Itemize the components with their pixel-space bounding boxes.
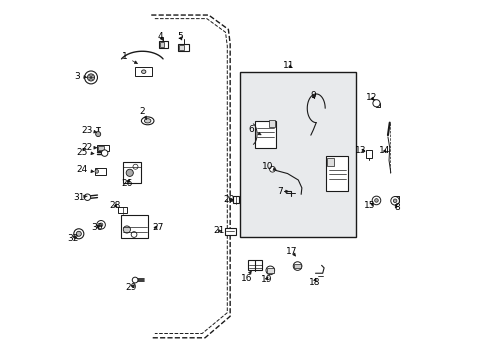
Text: 11: 11 — [282, 61, 293, 70]
Circle shape — [76, 231, 81, 236]
Bar — [160, 42, 163, 47]
Circle shape — [97, 221, 105, 229]
Text: 25: 25 — [77, 148, 94, 157]
Text: 27: 27 — [152, 223, 163, 232]
Circle shape — [133, 164, 138, 169]
Text: 2: 2 — [139, 107, 146, 119]
Circle shape — [392, 199, 396, 203]
Ellipse shape — [144, 119, 151, 123]
Ellipse shape — [142, 70, 145, 73]
Text: 24: 24 — [77, 166, 94, 175]
Bar — [240, 72, 355, 237]
Circle shape — [390, 197, 399, 205]
Bar — [266, 267, 273, 273]
Bar — [118, 207, 127, 213]
Circle shape — [265, 266, 274, 275]
Text: 14: 14 — [378, 146, 389, 155]
Text: 1: 1 — [121, 52, 137, 63]
Circle shape — [87, 74, 94, 81]
Circle shape — [123, 226, 130, 233]
Bar — [326, 158, 333, 166]
Circle shape — [371, 196, 380, 205]
Text: 17: 17 — [286, 247, 297, 256]
Circle shape — [131, 231, 137, 237]
Circle shape — [95, 170, 99, 173]
Bar — [135, 67, 152, 76]
Text: 20: 20 — [224, 195, 235, 204]
Circle shape — [96, 132, 101, 136]
Bar — [121, 215, 147, 238]
Bar — [97, 145, 109, 150]
Bar — [224, 228, 235, 234]
Bar — [178, 44, 188, 51]
Circle shape — [293, 262, 301, 270]
Text: 18: 18 — [308, 278, 320, 287]
Text: 3: 3 — [74, 72, 86, 81]
Text: 6: 6 — [248, 125, 261, 135]
Bar — [98, 146, 104, 149]
Text: 13: 13 — [355, 146, 366, 155]
Text: 8: 8 — [393, 203, 399, 212]
Circle shape — [74, 229, 83, 239]
Circle shape — [84, 194, 90, 201]
Text: 10: 10 — [262, 162, 276, 171]
Bar — [268, 120, 275, 127]
Bar — [247, 260, 262, 270]
Text: 7: 7 — [277, 187, 288, 196]
Circle shape — [126, 169, 133, 176]
Bar — [325, 156, 347, 192]
Circle shape — [372, 100, 379, 107]
Circle shape — [84, 71, 97, 84]
Circle shape — [132, 277, 138, 283]
Text: 5: 5 — [177, 32, 183, 41]
Text: 15: 15 — [364, 201, 375, 210]
Text: 23: 23 — [81, 126, 97, 135]
Text: 4: 4 — [157, 32, 163, 41]
Bar — [123, 162, 140, 183]
Text: 19: 19 — [260, 275, 271, 284]
Bar — [233, 196, 239, 203]
Circle shape — [269, 166, 275, 172]
Bar — [255, 121, 276, 148]
Bar — [293, 264, 301, 268]
Text: 32: 32 — [67, 234, 79, 243]
Bar — [94, 168, 106, 175]
Ellipse shape — [141, 117, 154, 125]
Circle shape — [374, 199, 378, 202]
Text: 26: 26 — [121, 179, 132, 188]
Text: 31: 31 — [73, 193, 87, 202]
Bar — [159, 41, 167, 48]
Text: 29: 29 — [125, 283, 137, 292]
Text: 30: 30 — [91, 223, 102, 232]
Text: 12: 12 — [366, 93, 377, 102]
Text: 9: 9 — [310, 91, 316, 100]
Text: 16: 16 — [240, 271, 251, 283]
Circle shape — [99, 223, 102, 226]
Text: 21: 21 — [213, 226, 224, 235]
Text: 22: 22 — [81, 143, 97, 152]
Bar — [365, 150, 371, 158]
Circle shape — [101, 150, 108, 156]
Bar — [179, 45, 183, 50]
Text: 28: 28 — [109, 201, 120, 210]
